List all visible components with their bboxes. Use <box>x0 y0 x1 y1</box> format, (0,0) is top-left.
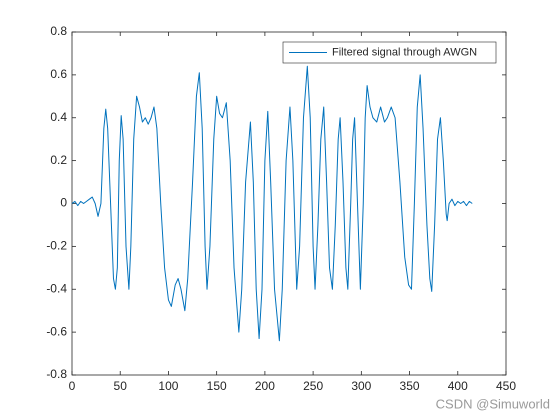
watermark: CSDN @Simuworld <box>436 396 550 411</box>
x-tick-label: 400 <box>448 379 468 393</box>
x-tick-label: 100 <box>158 379 178 393</box>
x-tick-label: 200 <box>255 379 275 393</box>
plot-area <box>71 31 507 376</box>
y-tick-label: -0.6 <box>46 324 67 338</box>
y-tick-label: -0.4 <box>46 281 67 295</box>
x-tick-label: 150 <box>207 379 227 393</box>
y-tick-label: -0.2 <box>46 239 67 253</box>
x-tick-label: 300 <box>351 379 371 393</box>
legend-label: Filtered signal through AWGN <box>332 46 477 58</box>
legend-box <box>282 41 497 64</box>
y-tick-label: -0.8 <box>46 367 67 381</box>
y-tick-label: 0.8 <box>50 24 67 38</box>
signal-line <box>71 65 473 342</box>
x-tick-label: 350 <box>400 379 420 393</box>
y-tick-label: 0.6 <box>50 67 67 81</box>
y-tick-label: 0.2 <box>50 153 67 167</box>
x-tick-label: 250 <box>303 379 323 393</box>
y-tick-label: 0 <box>60 196 67 210</box>
x-tick-label: 450 <box>496 379 516 393</box>
x-tick-label: 50 <box>114 379 128 393</box>
y-tick-label: 0.4 <box>50 110 67 124</box>
x-tick-label: 0 <box>69 379 76 393</box>
